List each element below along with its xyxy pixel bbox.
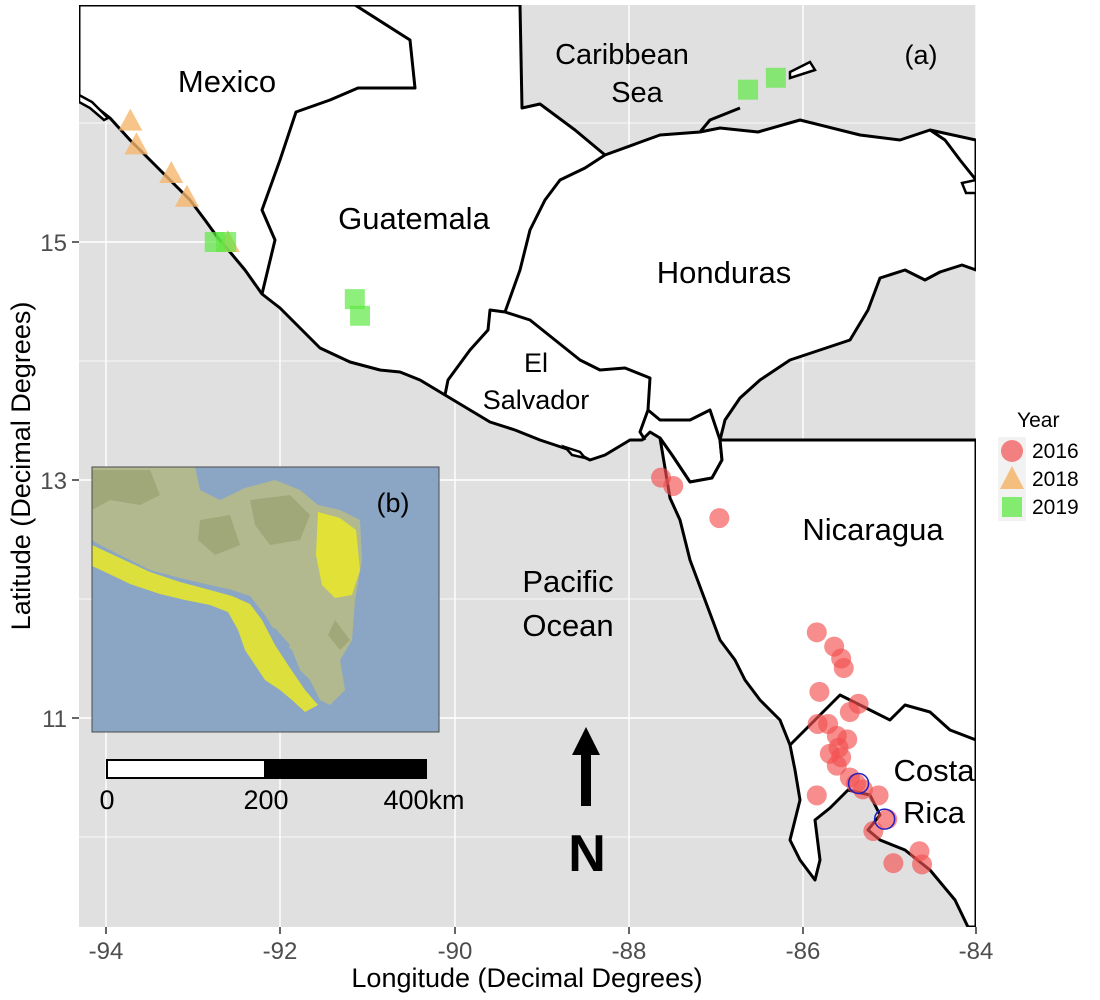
legend-label-2019: 2019 [1032, 496, 1079, 519]
label-honduras: Honduras [657, 255, 791, 290]
point-2016 [833, 658, 854, 679]
legend-key-2018-triangle [1000, 466, 1024, 489]
label-caribbean: Caribbean [555, 39, 689, 71]
region-labels: Mexico Caribbean Sea Guatemala Honduras … [178, 39, 975, 830]
point-2016 [809, 681, 830, 702]
x-axis-title: Longitude (Decimal Degrees) [351, 963, 702, 993]
label-mexico: Mexico [178, 64, 276, 99]
point-2018 [174, 184, 199, 207]
legend: Year 2016 2018 2019 [998, 409, 1079, 521]
inset-range-pacific [92, 545, 318, 712]
y-axis-title: Latitude (Decimal Degrees) [6, 302, 36, 631]
highlighted-point-ring [847, 772, 870, 795]
panel-a-label: (a) [905, 40, 938, 70]
coast-detail-gulf [561, 444, 589, 461]
legend-label-2016: 2016 [1032, 440, 1079, 463]
legend-title: Year [1017, 409, 1059, 432]
point-2016 [863, 821, 884, 842]
point-2016 [663, 475, 684, 496]
point-2018 [124, 132, 149, 155]
label-salvador: Salvador [483, 385, 590, 415]
y-tick-label: 15 [40, 230, 67, 257]
scale-bar-label-200: 200 [243, 785, 288, 815]
label-caribbean-sea: Sea [611, 77, 663, 109]
north-arrow-label: N [568, 825, 606, 883]
label-nicaragua: Nicaragua [802, 512, 944, 547]
inset-range-caribbean [316, 512, 360, 598]
point-2016 [868, 785, 889, 806]
point-2019 [738, 79, 759, 100]
legend-key-2016-circle [1001, 440, 1023, 462]
country-borders [260, 5, 976, 747]
point-2016 [877, 809, 898, 830]
point-2016 [709, 508, 730, 529]
point-2018 [118, 108, 143, 131]
inset-land-texture [92, 470, 350, 650]
coast-detail-west [79, 93, 111, 122]
x-tick-label: -92 [263, 938, 298, 965]
point-2019 [765, 67, 786, 88]
y-tick-label: 11 [42, 706, 67, 733]
north-arrow-head [572, 727, 600, 755]
axis-tick-marks [72, 241, 977, 934]
legend-key-2019-square [1002, 497, 1022, 517]
x-tick-label: -86 [786, 938, 821, 965]
label-guatemala: Guatemala [338, 201, 490, 236]
x-tick-label: -94 [89, 938, 124, 965]
label-costa: Costa [894, 753, 976, 788]
north-arrow-shaft [581, 750, 591, 806]
scale-bar-black-segment [264, 759, 427, 779]
scale-bar-label-400km: 400km [383, 785, 464, 815]
point-2018 [159, 160, 184, 183]
y-axis-tick-labels: 15 13 11 [40, 230, 67, 733]
coast-detail-east [960, 178, 976, 195]
x-tick-label: -84 [959, 938, 994, 965]
scale-bar-label-0: 0 [99, 785, 114, 815]
label-el: El [524, 348, 548, 378]
coast-detail-north [788, 60, 817, 80]
point-2019 [344, 289, 365, 310]
inset-frame [91, 466, 440, 733]
point-2016 [839, 702, 860, 723]
north-arrow: N [568, 727, 606, 883]
observation-points [118, 67, 933, 875]
y-tick-label: 13 [40, 468, 67, 495]
x-tick-label: -88 [612, 938, 647, 965]
x-axis-tick-labels: -94 -92 -90 -88 -86 -84 [89, 938, 994, 965]
label-ocean: Ocean [522, 608, 613, 643]
point-2016 [806, 622, 827, 643]
point-2016 [826, 755, 847, 776]
panel-b-label: (b) [377, 488, 410, 518]
x-tick-label: -90 [438, 938, 473, 965]
point-2019 [216, 232, 237, 252]
point-2019 [350, 305, 371, 326]
scale-bar: 0 200 400km [99, 759, 465, 815]
label-pacific: Pacific [522, 564, 613, 599]
label-rica: Rica [903, 795, 966, 830]
legend-label-2018: 2018 [1032, 468, 1079, 491]
point-2016 [883, 853, 904, 874]
point-2016 [806, 785, 827, 806]
highlighted-point-ring [873, 808, 896, 830]
scale-bar-white-segment [106, 759, 266, 779]
point-2016 [912, 854, 933, 875]
inset-map: (b) [91, 466, 440, 733]
